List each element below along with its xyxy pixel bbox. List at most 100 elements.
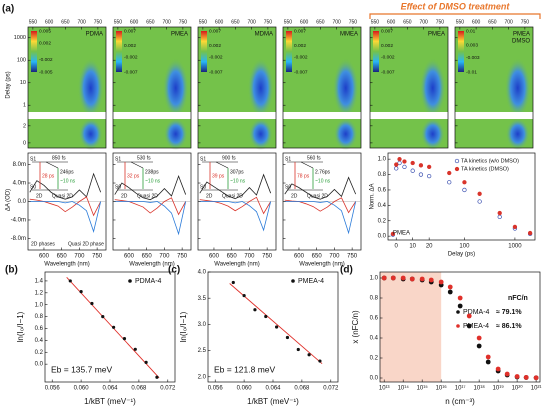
x-tick-label: 750 — [264, 19, 273, 25]
data-point — [285, 335, 290, 340]
y-tick-label: 4.0 — [198, 270, 207, 276]
inset-time: 530 fs — [137, 155, 151, 161]
y-tick-label: 1 — [23, 103, 26, 109]
x-tick-label: 750 — [262, 254, 273, 260]
colorbar-label: -0.003 — [466, 55, 480, 61]
x-tick-label: 10¹³ — [379, 386, 390, 392]
spectrum-line — [114, 174, 187, 201]
data-point — [242, 293, 246, 298]
colorbar — [286, 31, 292, 72]
data-point — [394, 162, 399, 167]
x-tick-label: 650 — [61, 19, 70, 25]
y-tick-label: 1.0 — [370, 276, 379, 282]
colorbar — [31, 31, 37, 72]
data-point — [497, 210, 502, 216]
colorbar-label: 0.007 — [294, 28, 306, 34]
arrow — [130, 161, 144, 169]
x-tick-label: 600 — [300, 19, 309, 25]
data-point — [410, 168, 415, 173]
x-tick-label: 650 — [231, 19, 240, 25]
y-tick-label: 3.0 — [198, 322, 207, 328]
spectrum-line — [284, 201, 357, 235]
inset-label: Quasi 2D — [307, 193, 328, 199]
data-point — [402, 159, 407, 164]
y-tick-label: 0.4 — [35, 338, 44, 344]
colorbar-label: -0.002 — [294, 55, 308, 61]
legend-label: TA kinetics (w/o DMSO) — [461, 158, 519, 164]
x-tick-label: 0.068 — [131, 386, 147, 392]
axis-break — [370, 112, 448, 119]
x-axis-label: Wavelength (nm) — [299, 262, 344, 268]
x-tick-label: 750 — [179, 19, 188, 25]
spectrum-line — [114, 197, 187, 216]
panel-name: PMEA — [428, 32, 445, 38]
spectrum-line — [29, 196, 102, 217]
level-label: S1 — [200, 156, 206, 162]
panel-label: (c) — [168, 265, 180, 276]
data-point — [390, 275, 396, 281]
y-tick-label: 8.0m — [13, 162, 26, 168]
inset-time: 900 fs — [222, 155, 236, 161]
x-tick-label: 650 — [312, 254, 323, 260]
data-point — [253, 308, 257, 312]
colorbar-label: 0.002 — [124, 43, 136, 49]
inset-label: 2D — [206, 193, 213, 199]
x-tick-label: 650 — [57, 254, 68, 260]
data-point — [485, 359, 491, 365]
inset-time: 32 ps — [127, 173, 140, 179]
x-tick-label: 600 — [39, 254, 50, 260]
data-point — [397, 157, 402, 162]
colorbar-label: 0.002 — [39, 41, 51, 47]
y-tick-label: 0.8 — [370, 296, 379, 302]
y-tick-label: 0.0 — [18, 199, 27, 205]
x-tick-label: 700 — [504, 19, 513, 25]
y-tick-label: 0.8 — [35, 314, 44, 320]
legend-label: PMEA-4 — [298, 278, 324, 285]
x-tick-label: 700 — [77, 19, 86, 25]
fit-line — [229, 283, 323, 365]
colorbar-label: -0.01 — [466, 69, 477, 75]
colorbar-label: 0.007 — [209, 28, 221, 34]
data-point — [466, 323, 472, 329]
x-tick-label: 0.056 — [208, 386, 224, 392]
x-tick-label: 550 — [29, 19, 38, 25]
x-tick-label: 750 — [177, 254, 188, 260]
y-tick-label: 0.6 — [378, 188, 387, 194]
data-point — [462, 180, 467, 185]
y-tick-label: 1.0 — [378, 157, 387, 163]
colorbar-label: 0.002 — [209, 43, 221, 49]
legend-marker — [454, 166, 460, 172]
x-tick-label: 700 — [162, 19, 171, 25]
x-tick-label: 0.072 — [323, 386, 339, 392]
x-tick-label: 10²⁰ — [512, 385, 524, 392]
x-tick-label: 600 — [130, 19, 139, 25]
y-tick-label: 1.0 — [35, 302, 44, 308]
colorbar-label: 0.01 — [466, 28, 476, 34]
arrow — [215, 161, 229, 169]
x-tick-label: 0.060 — [74, 386, 90, 392]
x-tick-label: 750 — [436, 19, 445, 25]
inset-label: Quasi 2D — [222, 193, 243, 199]
inset-time: 246ps — [60, 169, 74, 175]
heatmap-blob — [77, 58, 104, 118]
y-tick-label: 1000 — [14, 35, 26, 41]
x-tick-label: 700 — [159, 254, 170, 260]
shaded-region — [380, 272, 442, 382]
inset-time: 850 fs — [52, 155, 66, 161]
data-point — [275, 325, 279, 329]
inset-time: 238ps — [145, 169, 159, 175]
y-tick-label: 10 — [20, 80, 26, 86]
y-tick-label: 1.2 — [35, 290, 44, 296]
x-tick-label: 600 — [45, 19, 54, 25]
y-tick-label: 0.8 — [378, 172, 387, 178]
x-tick-label: 0.064 — [265, 386, 281, 392]
inset-label: Quasi 2D — [52, 193, 73, 199]
data-point — [418, 172, 424, 177]
x-tick-label: 750 — [92, 254, 103, 260]
data-point — [462, 187, 467, 193]
y-tick-label: 0.6 — [370, 316, 379, 322]
panel-name: DMSO — [512, 39, 530, 45]
data-point — [79, 290, 83, 294]
legend-marker — [456, 310, 460, 314]
panels: 550 600 650 700 7501101001000020.0050.002-0.… — [5, 19, 541, 406]
